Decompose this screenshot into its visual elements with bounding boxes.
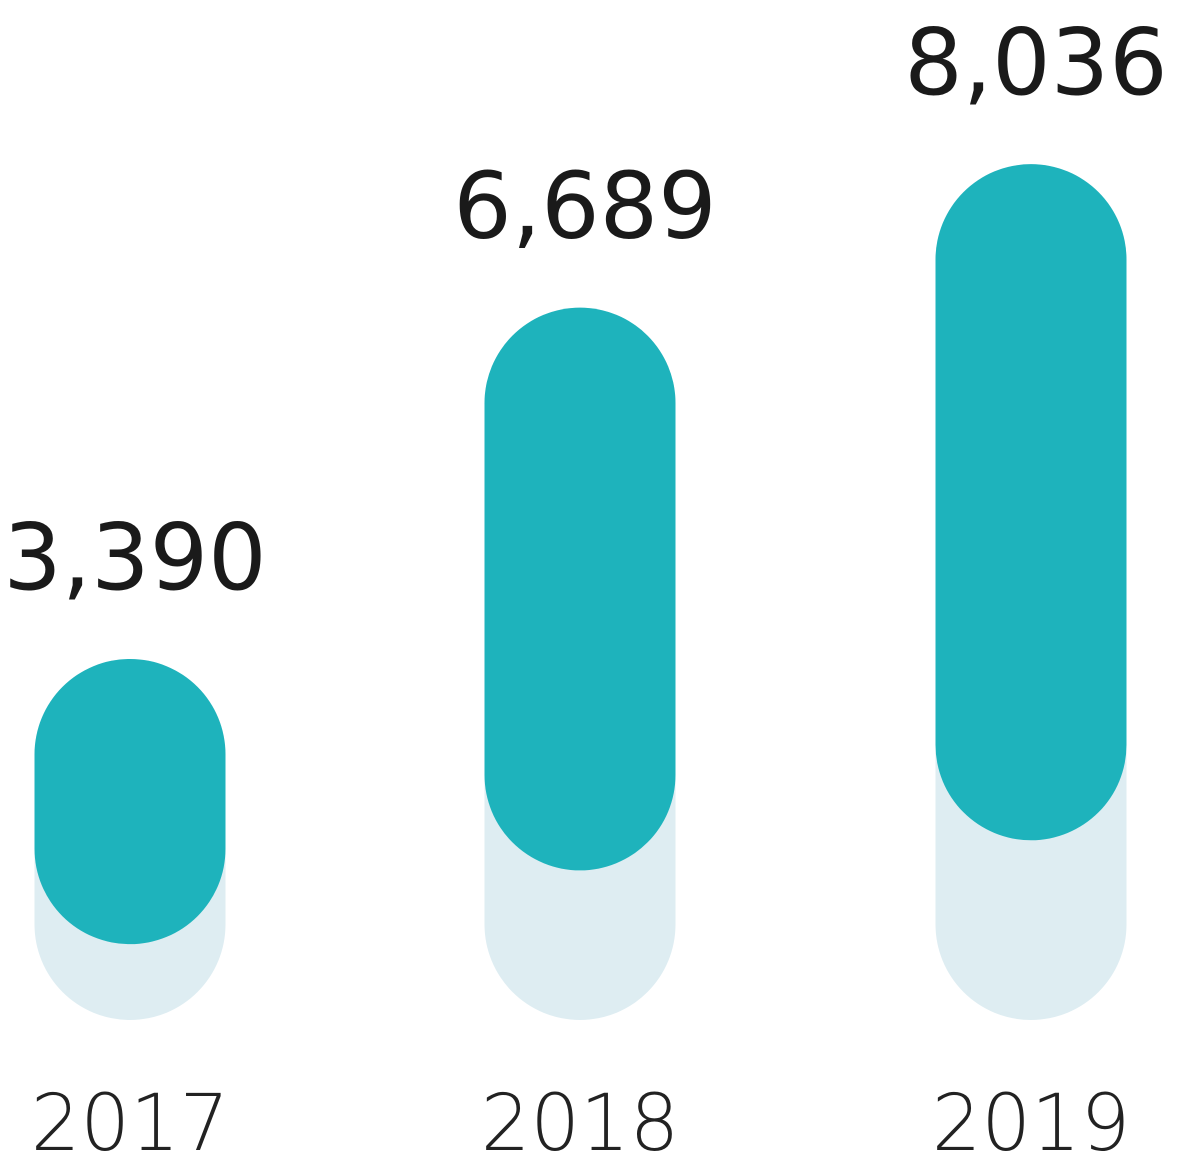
bar xyxy=(34,658,226,945)
value-label: 6,689 xyxy=(453,153,716,260)
value-label: 3,390 xyxy=(3,504,266,611)
value-label: 8,036 xyxy=(904,9,1167,116)
x-tick-label: 2018 xyxy=(481,1079,680,1167)
bar xyxy=(935,164,1127,841)
x-tick-label: 2017 xyxy=(31,1079,230,1167)
bar xyxy=(484,307,676,871)
x-tick-label: 2019 xyxy=(932,1079,1131,1167)
